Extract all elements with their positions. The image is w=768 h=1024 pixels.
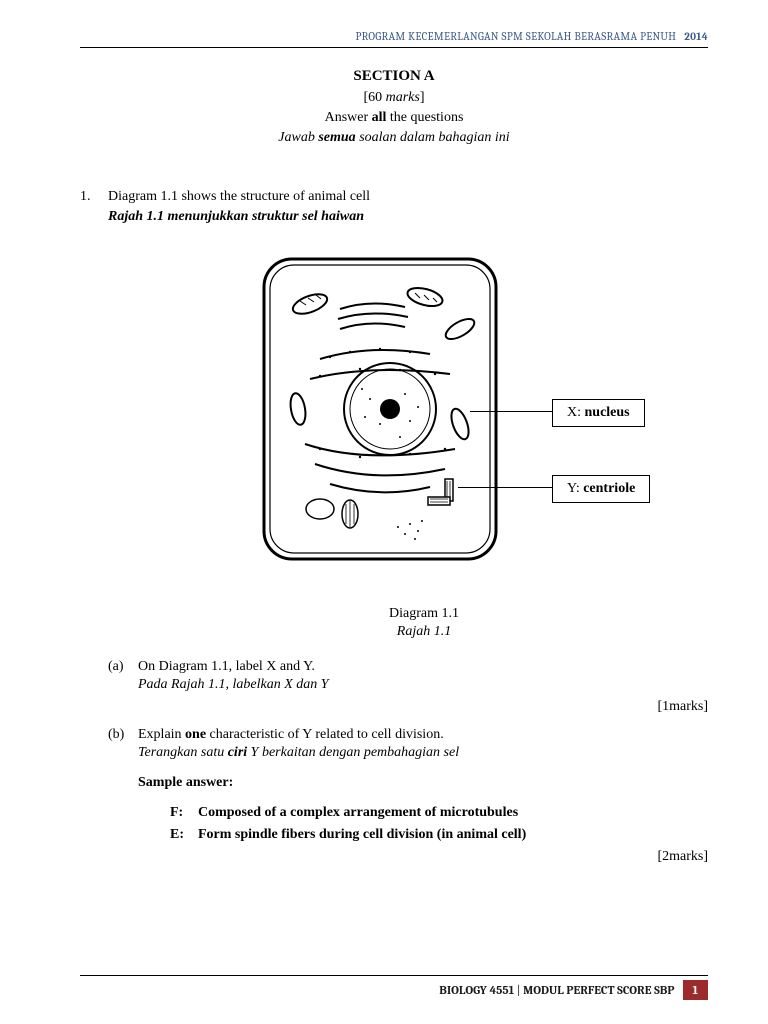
question-text-en: Diagram 1.1 shows the structure of anima… [108, 189, 708, 205]
diagram-caption: Diagram 1.1 Rajah 1.1 [140, 605, 708, 641]
footer-text: BIOLOGY 4551 | MODUL PERFECT SCORE SBP [431, 980, 682, 1000]
sub-question-a: (a) On Diagram 1.1, label X and Y. [108, 659, 708, 675]
section-heading: SECTION A [60 marks] Answer all the ques… [80, 66, 708, 149]
leader-line-x [470, 411, 552, 413]
question-number: 1. [80, 189, 98, 205]
question-text-ms: Rajah 1.1 menunjukkan struktur sel haiwa… [108, 209, 708, 225]
label-box-y: Y: centriole [552, 475, 650, 503]
answer-e: E: Form spindle fibers during cell divis… [170, 827, 708, 843]
sub-text-a-ms: Pada Rajah 1.1, labelkan X dan Y [138, 677, 708, 693]
header-title: PROGRAM KECEMERLANGAN SPM SEKOLAH BERASR… [355, 30, 676, 43]
answer-f-label: F: [170, 805, 188, 821]
answer-e-label: E: [170, 827, 188, 843]
sub-text-b: Explain one characteristic of Y related … [138, 727, 708, 743]
cell-diagram [250, 249, 510, 569]
sub-letter-b: (b) [108, 727, 130, 743]
section-instruction-ms: Jawab semua soalan dalam bahagian ini [80, 128, 708, 148]
leader-line-y [458, 487, 552, 489]
footer-rule [80, 975, 708, 976]
answer-f-text: Composed of a complex arrangement of mic… [198, 805, 518, 821]
diagram-zone: X: nucleus Y: centriole [80, 249, 708, 599]
section-marks: [60 marks] [80, 88, 708, 108]
answer-e-text: Form spindle fibers during cell division… [198, 827, 526, 843]
page-header: PROGRAM KECEMERLANGAN SPM SEKOLAH BERASR… [80, 30, 708, 43]
marks-a: [1marks] [80, 699, 708, 715]
sub-text-b-ms: Terangkan satu ciri Y berkaitan dengan p… [138, 745, 708, 761]
header-year: 2014 [684, 30, 708, 43]
caption-ms: Rajah 1.1 [140, 623, 708, 641]
sub-question-b: (b) Explain one characteristic of Y rela… [108, 727, 708, 743]
caption-en: Diagram 1.1 [140, 605, 708, 623]
page-footer: BIOLOGY 4551 | MODUL PERFECT SCORE SBP 1 [80, 975, 708, 1000]
marks-b: [2marks] [80, 849, 708, 865]
section-instruction-en: Answer all the questions [80, 108, 708, 128]
question-1: 1. Diagram 1.1 shows the structure of an… [80, 189, 708, 225]
answer-f: F: Composed of a complex arrangement of … [170, 805, 708, 821]
sample-answer-heading: Sample answer: [138, 775, 708, 791]
header-rule [80, 47, 708, 48]
sub-letter-a: (a) [108, 659, 130, 675]
footer-page-number: 1 [683, 980, 709, 1000]
section-title: SECTION A [80, 66, 708, 88]
sub-text-a: On Diagram 1.1, label X and Y. [138, 659, 708, 675]
label-box-x: X: nucleus [552, 399, 645, 427]
